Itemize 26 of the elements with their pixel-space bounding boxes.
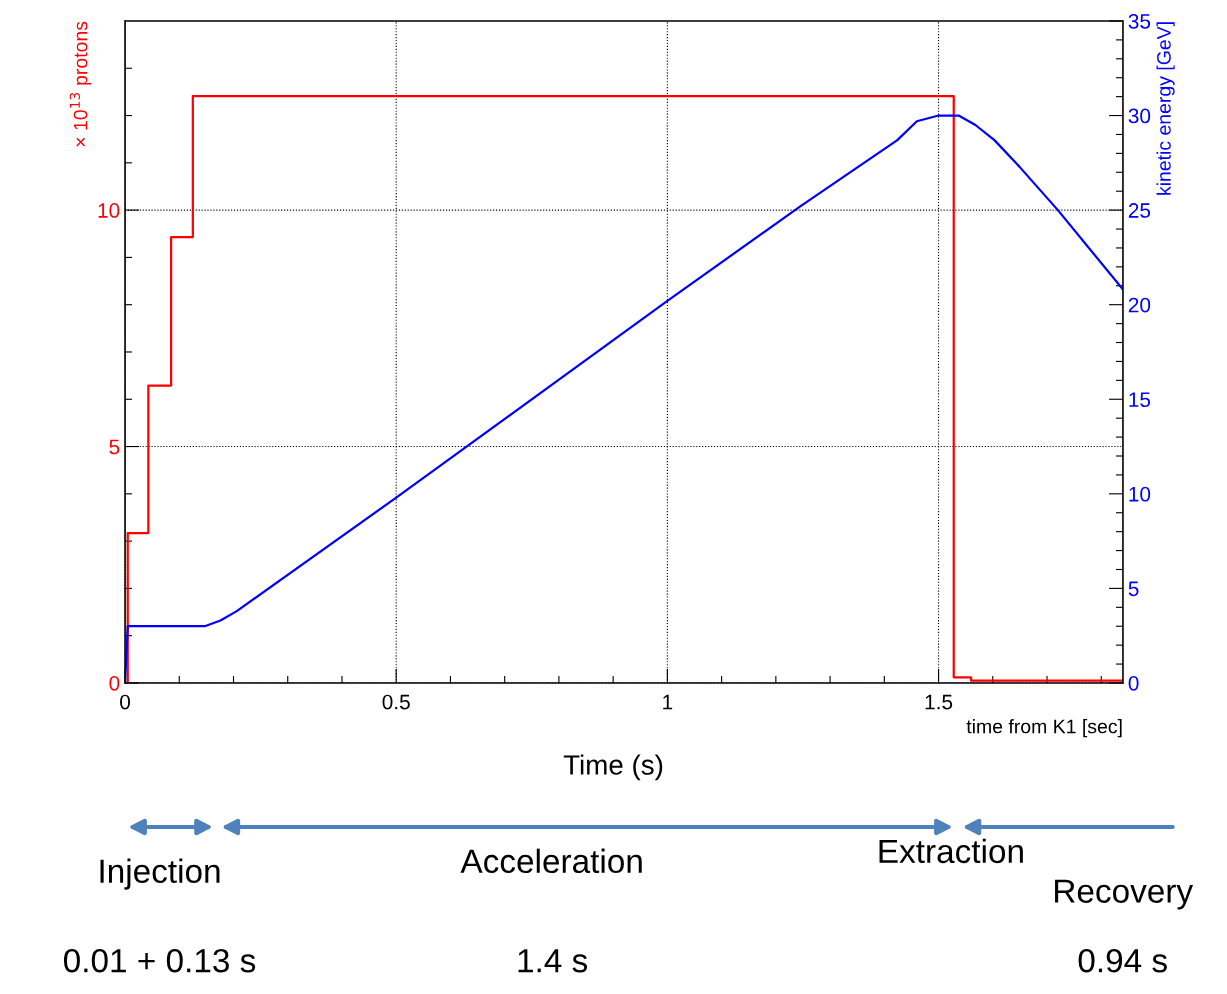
x-tick-label: 0.5	[382, 694, 410, 710]
text: Injection	[100, 858, 220, 890]
y2-tick-label: 30	[1128, 108, 1151, 124]
text: Extraction	[879, 838, 1023, 864]
y2-tick-label: 0	[1128, 675, 1139, 691]
y-tick-label: 5	[109, 439, 120, 455]
y2-tick-label: 10	[1129, 486, 1151, 502]
text: Recovery	[1055, 879, 1194, 910]
x-tick-label: 1.5	[925, 694, 953, 710]
x-tick-label: 0	[120, 694, 131, 710]
text: Time (s)	[563, 754, 663, 781]
x-axis-title: time from K1 [sec]	[966, 719, 1122, 738]
text: Acceleration	[460, 848, 642, 874]
y2-tick-label: 5	[1128, 581, 1139, 597]
text: 0.94 s	[1078, 948, 1167, 973]
y2-axis-title: kinetic energy [GeV]	[1156, 22, 1175, 195]
y2-tick-label: 15	[1129, 392, 1151, 408]
y-axis-title: × 10$^{13}$ protons	[69, 21, 92, 147]
x-tick-label: 1	[663, 694, 673, 710]
y-tick-label: 0	[109, 675, 120, 691]
y2-tick-label: 20	[1128, 297, 1151, 313]
text: 1.4 s	[518, 949, 588, 973]
y2-tick-label: 25	[1128, 203, 1151, 218]
y2-tick-label: 35	[1128, 13, 1151, 29]
y-tick-label: 10	[98, 203, 120, 218]
text: 0.01 + 0.13 s	[63, 948, 256, 973]
